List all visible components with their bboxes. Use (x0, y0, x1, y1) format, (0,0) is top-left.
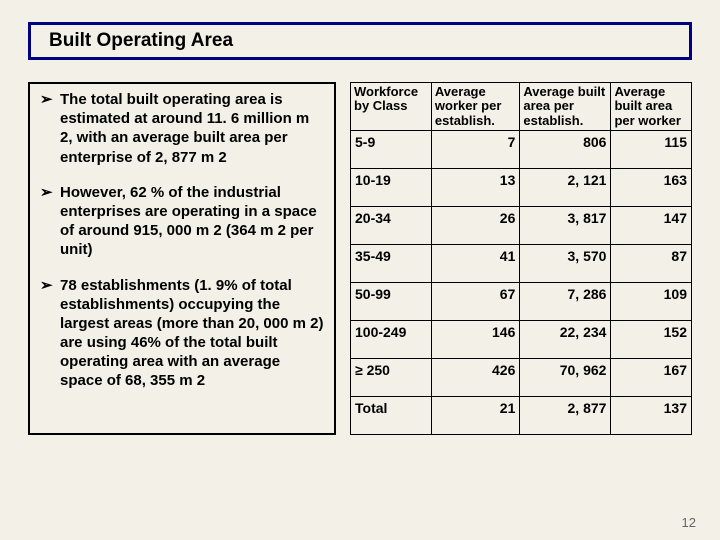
cell: 146 (431, 320, 519, 358)
col-header: Average built area per establish. (520, 83, 611, 131)
cell: 70, 962 (520, 358, 611, 396)
cell: 10-19 (351, 168, 432, 206)
cell: 3, 817 (520, 206, 611, 244)
cell: 147 (611, 206, 692, 244)
table-row: 10-19 13 2, 121 163 (351, 168, 692, 206)
cell: 167 (611, 358, 692, 396)
cell: 426 (431, 358, 519, 396)
cell: 87 (611, 244, 692, 282)
cell: 22, 234 (520, 320, 611, 358)
cell: 5-9 (351, 130, 432, 168)
cell: 152 (611, 320, 692, 358)
cell: 7 (431, 130, 519, 168)
cell: 7, 286 (520, 282, 611, 320)
title-bar: Built Operating Area (28, 22, 692, 60)
cell: 35-49 (351, 244, 432, 282)
content-area: ➢ The total built operating area is esti… (28, 82, 692, 435)
data-table-container: Workforce by Class Average worker per es… (350, 82, 692, 435)
col-header: Average built area per worker (611, 83, 692, 131)
bullet-list: ➢ The total built operating area is esti… (28, 82, 336, 435)
cell: 806 (520, 130, 611, 168)
table-row: 5-9 7 806 115 (351, 130, 692, 168)
cell: 2, 121 (520, 168, 611, 206)
cell: 13 (431, 168, 519, 206)
cell: 3, 570 (520, 244, 611, 282)
col-header: Workforce by Class (351, 83, 432, 131)
table-row: Total 21 2, 877 137 (351, 396, 692, 434)
cell: Total (351, 396, 432, 434)
table-row: 35-49 41 3, 570 87 (351, 244, 692, 282)
col-header: Average worker per establish. (431, 83, 519, 131)
table-row: 100-249 146 22, 234 152 (351, 320, 692, 358)
cell: 67 (431, 282, 519, 320)
table-row: ≥ 250 426 70, 962 167 (351, 358, 692, 396)
cell: 137 (611, 396, 692, 434)
cell: 41 (431, 244, 519, 282)
page-number: 12 (682, 515, 696, 530)
table-body: 5-9 7 806 115 10-19 13 2, 121 163 20-34 … (351, 130, 692, 434)
cell: 21 (431, 396, 519, 434)
table-row: 20-34 26 3, 817 147 (351, 206, 692, 244)
bullet-marker: ➢ (40, 90, 60, 167)
cell: ≥ 250 (351, 358, 432, 396)
bullet-item: ➢ 78 establishments (1. 9% of total esta… (40, 276, 324, 391)
cell: 2, 877 (520, 396, 611, 434)
cell: 26 (431, 206, 519, 244)
bullet-marker: ➢ (40, 276, 60, 391)
cell: 109 (611, 282, 692, 320)
cell: 163 (611, 168, 692, 206)
bullet-text: 78 establishments (1. 9% of total establ… (60, 276, 324, 391)
cell: 115 (611, 130, 692, 168)
data-table: Workforce by Class Average worker per es… (350, 82, 692, 435)
bullet-item: ➢ However, 62 % of the industrial enterp… (40, 183, 324, 260)
bullet-marker: ➢ (40, 183, 60, 260)
bullet-text: However, 62 % of the industrial enterpri… (60, 183, 324, 260)
cell: 50-99 (351, 282, 432, 320)
table-row: 50-99 67 7, 286 109 (351, 282, 692, 320)
cell: 100-249 (351, 320, 432, 358)
bullet-text: The total built operating area is estima… (60, 90, 324, 167)
page-title: Built Operating Area (49, 30, 233, 52)
bullet-item: ➢ The total built operating area is esti… (40, 90, 324, 167)
table-header-row: Workforce by Class Average worker per es… (351, 83, 692, 131)
cell: 20-34 (351, 206, 432, 244)
